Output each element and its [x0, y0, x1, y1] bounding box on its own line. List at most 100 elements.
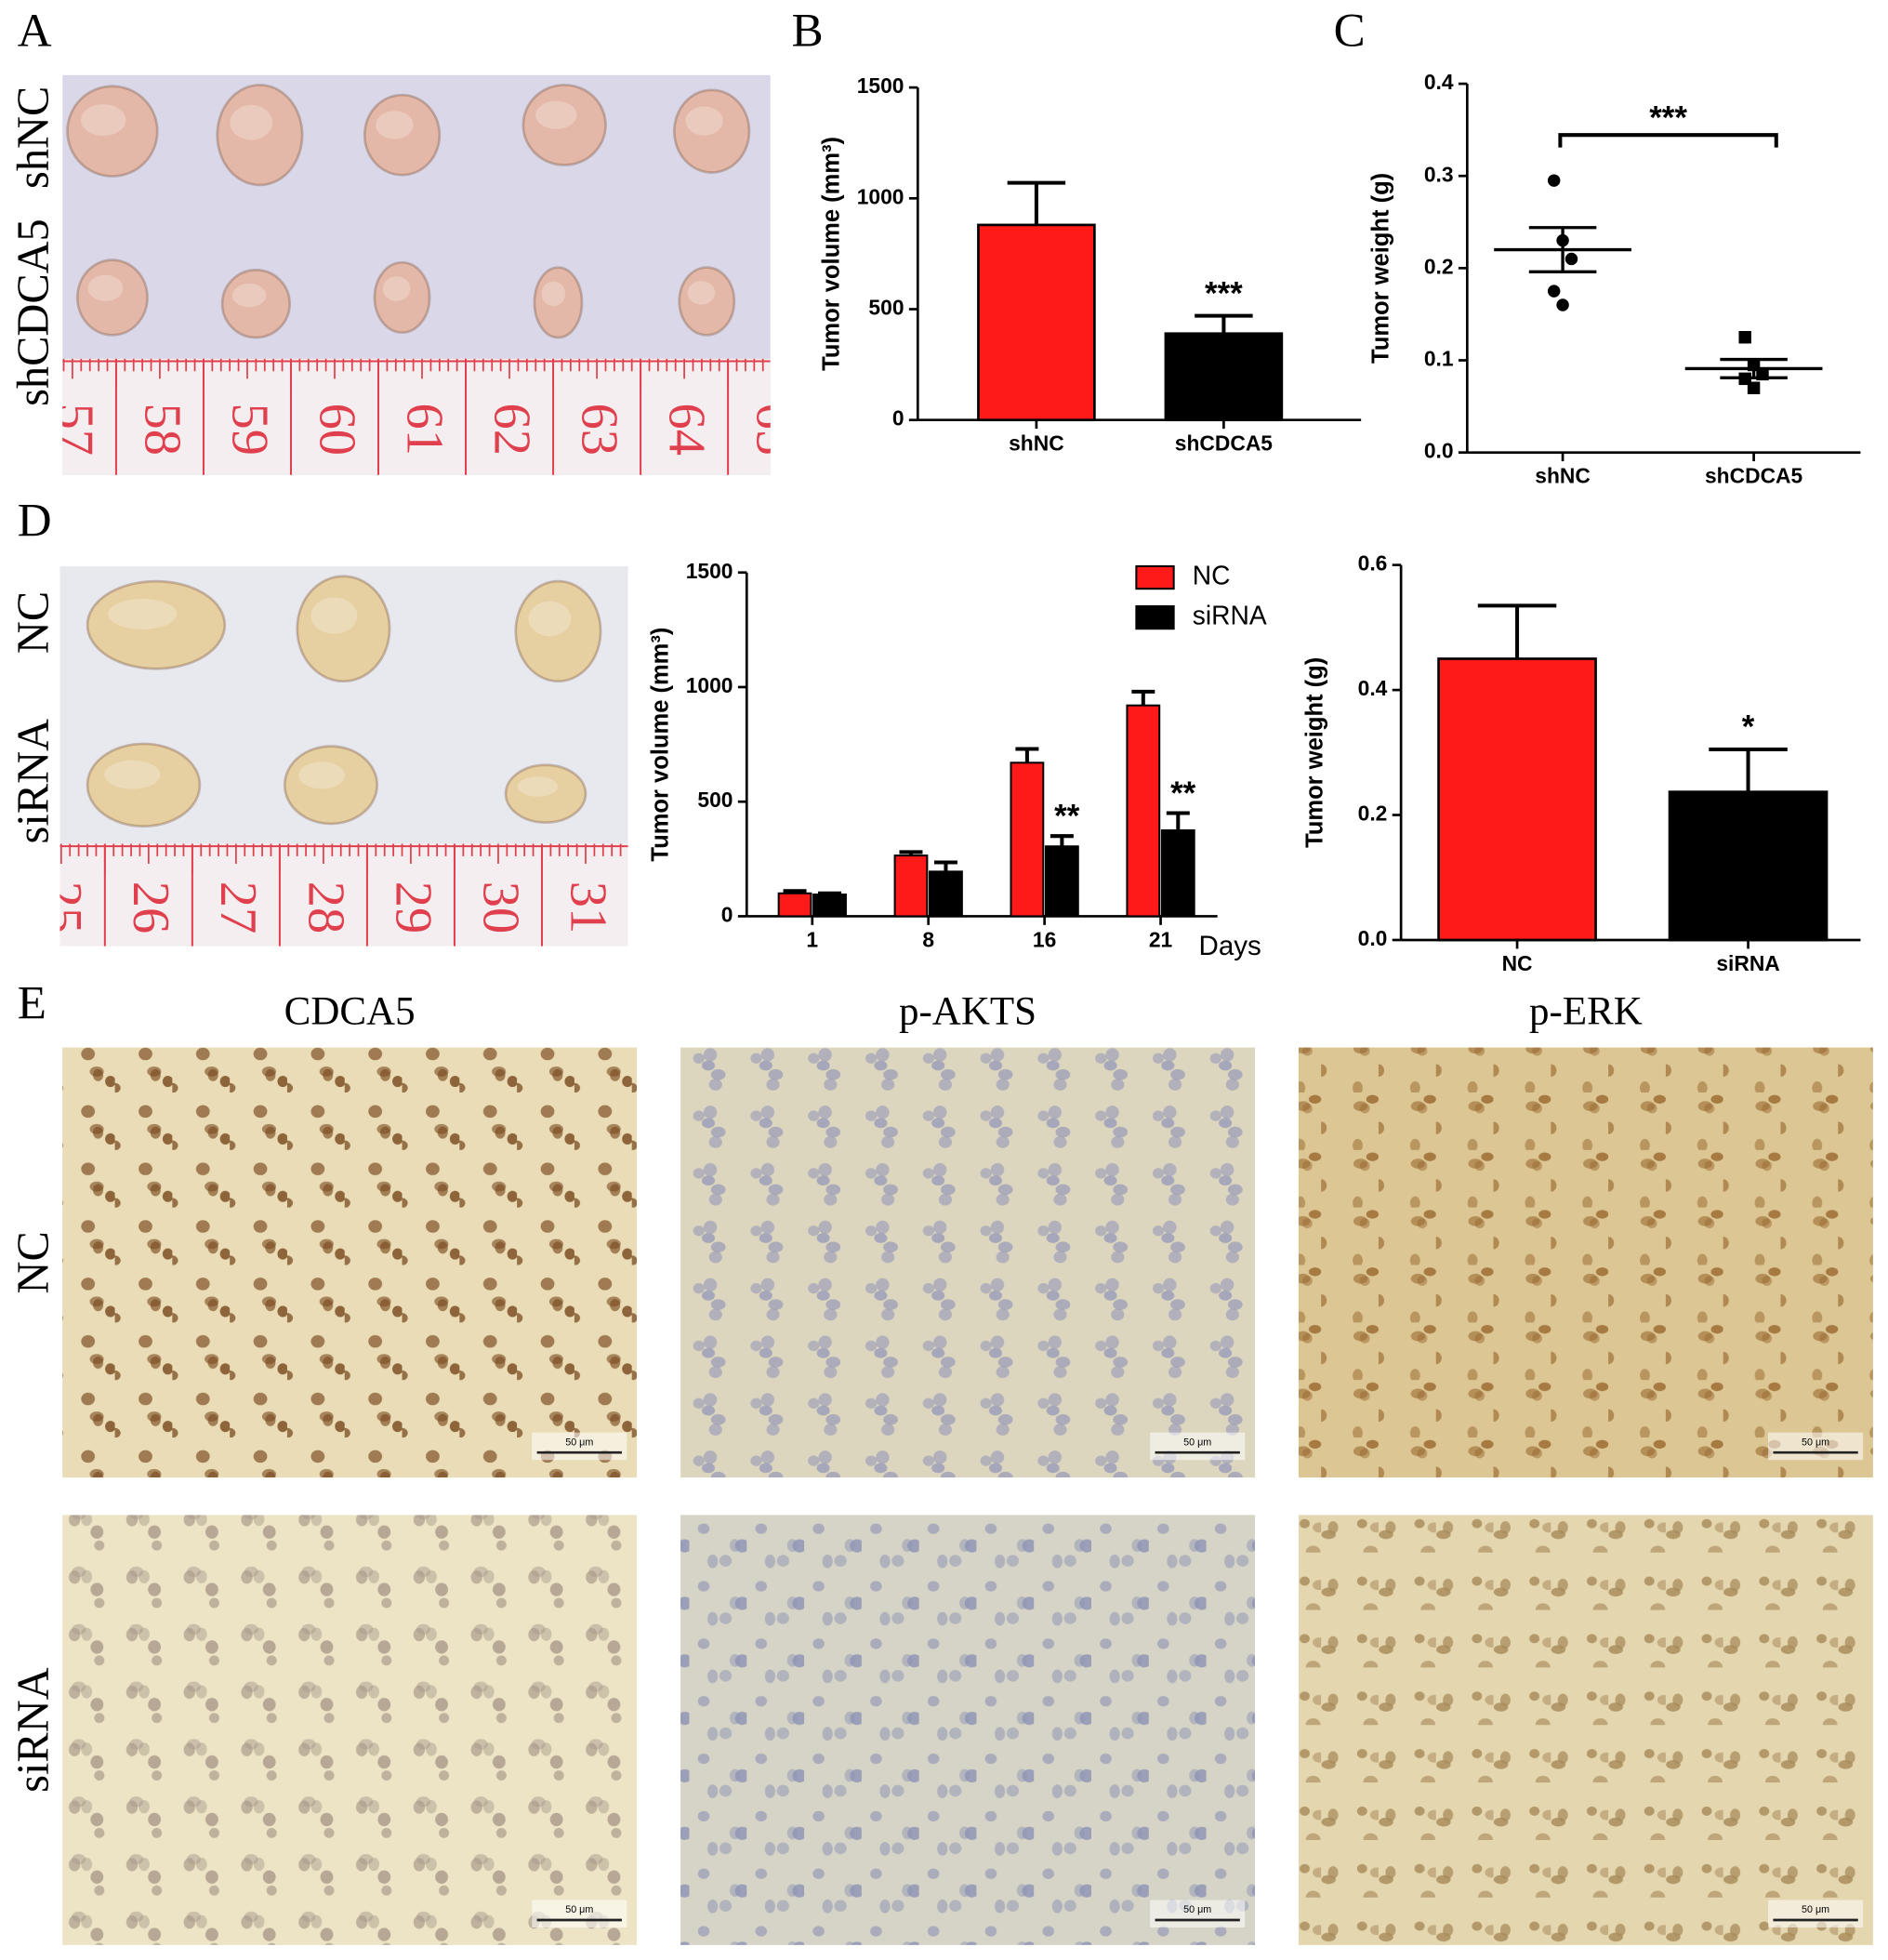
y-axis-label: Tumor volume (mm³) [819, 137, 845, 371]
scale-bar-box [1768, 1432, 1864, 1461]
tumor-highlight [104, 760, 161, 789]
bar [1010, 761, 1045, 918]
y-tick-label: 0 [721, 902, 733, 926]
tumor [296, 575, 391, 683]
y-tick-label: 0.4 [1358, 676, 1388, 700]
ruler-number: 61 [395, 404, 453, 456]
tumor [533, 266, 584, 339]
tumor [86, 742, 202, 828]
x-tick-label: 16 [1033, 927, 1056, 951]
y-tick-label: 0.2 [1358, 801, 1388, 826]
ruler-number: 64 [657, 404, 715, 456]
y-tick-label: 0.4 [1424, 70, 1454, 94]
tumor-highlight [382, 276, 411, 301]
tumor-highlight [687, 281, 716, 305]
column-label: p-ERK [1529, 990, 1643, 1034]
point [1565, 252, 1578, 266]
point [1738, 331, 1751, 344]
panel-label: E [18, 976, 46, 1029]
scale-bar-label: 50 μm [565, 1437, 593, 1448]
ruler-number: 63 [570, 404, 627, 456]
point [1556, 298, 1569, 311]
tumor [514, 579, 602, 683]
significance: * [1742, 709, 1755, 746]
tumor [673, 88, 751, 174]
tumor [373, 260, 431, 334]
tumor-highlight [376, 111, 414, 139]
tumor-highlight [685, 106, 723, 136]
panel-label: D [18, 494, 52, 547]
panel-label: A [18, 4, 52, 57]
tumor [363, 93, 442, 177]
column-label: p-AKTS [899, 990, 1036, 1034]
scale-bar-label: 50 μm [565, 1904, 593, 1915]
tumor [86, 579, 227, 670]
tumor [75, 258, 149, 337]
tumor-highlight [310, 597, 358, 634]
column-label: CDCA5 [284, 990, 416, 1034]
tumor [678, 266, 736, 337]
significance: ** [1054, 799, 1080, 835]
ruler-number: 57 [46, 404, 103, 456]
ihc-image [680, 1047, 1255, 1478]
point [1547, 285, 1561, 298]
tumor-highlight [231, 283, 267, 308]
x-axis-label: Days [1199, 931, 1261, 961]
significance: ** [1170, 775, 1196, 812]
bar [929, 870, 963, 918]
ruler-number: 60 [308, 404, 365, 456]
tumor-highlight [517, 776, 558, 797]
tumor [220, 269, 291, 339]
scale-bar-box [532, 1432, 627, 1461]
scale-bar-label: 50 μm [1183, 1904, 1211, 1915]
x-tick-label: shCDCA5 [1705, 464, 1803, 488]
row-label: siRNA [8, 1667, 58, 1792]
row-label: shCDCA5 [8, 219, 58, 406]
ruler-number: 62 [482, 404, 540, 456]
bar [777, 892, 812, 918]
panel-label: B [792, 4, 824, 57]
y-tick-label: 1500 [857, 73, 904, 98]
ihc-image [62, 1047, 638, 1478]
ruler-number: 25 [34, 881, 92, 934]
tumor [504, 763, 588, 824]
y-tick-label: 1000 [686, 673, 733, 697]
scale-bar-label: 50 μm [1802, 1437, 1829, 1448]
ihc-image [1298, 1047, 1873, 1478]
ihc-image [62, 1515, 638, 1945]
ihc-image [680, 1515, 1255, 1945]
ruler [62, 358, 771, 475]
x-tick-label: 21 [1149, 927, 1173, 951]
x-tick-label: siRNA [1716, 951, 1779, 975]
row-label: siRNA [8, 719, 58, 843]
x-tick-label: shNC [1535, 464, 1591, 488]
x-tick-label: 8 [922, 927, 934, 951]
tumor-highlight [528, 601, 572, 637]
photo: 25 26 27 28 29 30 31 [34, 566, 628, 947]
y-tick-label: 0.2 [1424, 254, 1454, 278]
y-axis-label: Tumor weight (g) [1302, 657, 1328, 848]
tumor-highlight [298, 761, 345, 789]
scale-bar-box [532, 1900, 627, 1928]
tumor [216, 84, 304, 187]
row-label: shNC [8, 86, 58, 189]
y-axis-label: Tumor weight (g) [1368, 173, 1394, 364]
bar [1164, 332, 1284, 422]
bar [977, 223, 1096, 422]
point [1747, 381, 1761, 394]
ruler-number: 59 [220, 404, 278, 456]
ruler-number: 29 [384, 881, 442, 934]
ruler-number: 27 [209, 881, 267, 934]
scale-bar-box [1150, 1432, 1246, 1461]
tumor [66, 85, 159, 178]
photo: 57 58 59 60 61 62 63 64 65 [46, 74, 771, 475]
y-axis-label: Tumor volume (mm³) [648, 628, 674, 862]
ruler-number: 28 [297, 881, 354, 934]
significance-bracket [1558, 133, 1778, 148]
x-tick-label: shCDCA5 [1175, 431, 1274, 456]
y-tick-label: 0.0 [1424, 439, 1454, 463]
y-tick-label: 1000 [857, 184, 904, 208]
bar [1044, 845, 1079, 918]
legend-swatch [1135, 564, 1175, 590]
